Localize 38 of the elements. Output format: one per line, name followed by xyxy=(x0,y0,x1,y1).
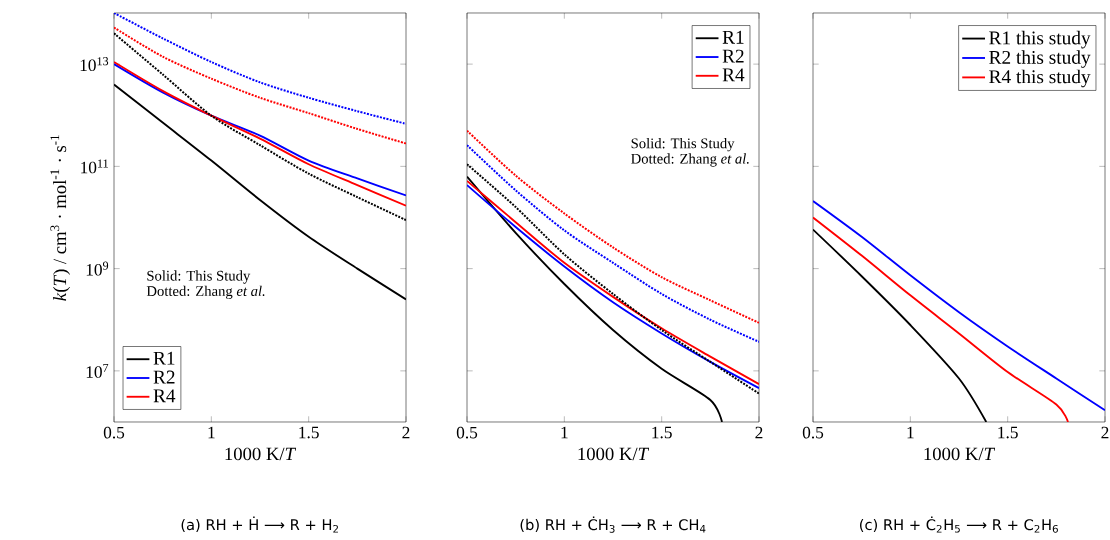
x-tick-label: 1.5 xyxy=(998,426,1018,439)
text: (a) RH + Ḣ ⟶ R + H$_{2}$ xyxy=(181,516,338,533)
y-tick-label: 10$^{7}$ xyxy=(86,363,109,378)
x-tick-label: 1.5 xyxy=(299,426,319,439)
y-tick-label: 10$^{13}$ xyxy=(80,57,109,72)
annotation: Dotted: Zhang et al. xyxy=(146,285,265,300)
x-tick-label: 2 xyxy=(755,426,763,439)
x-tick-label: 1 xyxy=(907,426,914,439)
x-axis-title: 1000 K/T xyxy=(225,447,297,461)
x-tick-label: 2 xyxy=(402,426,410,439)
legend-label: R4 xyxy=(153,389,176,403)
legend-label: R4 this study xyxy=(989,69,1091,88)
x-tick-label: 1 xyxy=(561,426,568,439)
annotation: Solid: This Study xyxy=(147,270,251,284)
legend-label: R1 xyxy=(153,351,175,365)
text: k(T) / cm$^{3}$ · mol$^{-1}$ · s$^{-1}$ xyxy=(50,135,70,301)
legend-label: R2 this study xyxy=(989,50,1091,68)
x-axis-title: 1000 K/T xyxy=(578,447,650,461)
legend-label: R1 xyxy=(722,30,744,44)
x-tick-label: 0.5 xyxy=(456,426,478,439)
x-axis-title: 1000 K/T xyxy=(924,447,996,461)
line-series xyxy=(114,13,406,125)
x-tick-label: 1 xyxy=(208,426,215,439)
legend-label: R1 this study xyxy=(989,30,1091,49)
y-tick-label: 10$^{11}$ xyxy=(81,159,108,174)
text: (c) RH + Ċ$_{2}$H$_{5}$ ⟶ R + C$_{2}$H$_{6}$ xyxy=(860,516,1058,533)
legend-label: R4 xyxy=(722,68,745,82)
x-tick-label: 0.5 xyxy=(802,426,824,439)
line-series xyxy=(114,26,406,145)
legend-label: R2 xyxy=(722,49,744,63)
x-tick-label: 1.5 xyxy=(652,426,672,439)
legend-label: R2 xyxy=(153,370,175,384)
annotation: Dotted: Zhang et al. xyxy=(631,153,749,167)
x-tick-label: 0.5 xyxy=(103,426,125,439)
text: (b) RH + ĊH$_{3}$ ⟶ R + CH$_{4}$ xyxy=(520,516,706,533)
annotation: Solid: This Study xyxy=(631,138,735,152)
x-tick-label: 2 xyxy=(1101,426,1109,439)
y-tick-label: 10$^{9}$ xyxy=(86,261,109,276)
